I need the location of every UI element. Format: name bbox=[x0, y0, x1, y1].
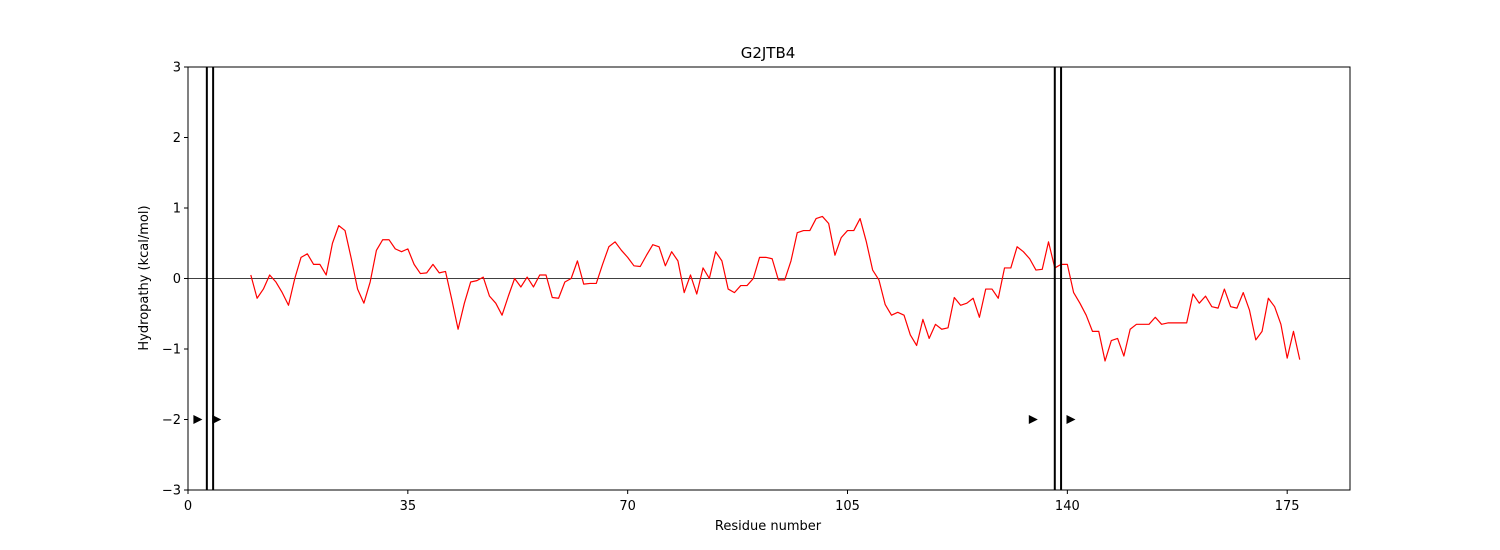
markers-layer bbox=[193, 415, 1076, 424]
vertical-lines-layer bbox=[205, 67, 1063, 490]
x-tick-label: 70 bbox=[619, 499, 636, 514]
x-tick-label: 105 bbox=[835, 499, 860, 514]
hydropathy-series-line bbox=[250, 215, 1301, 362]
triangle-marker bbox=[193, 415, 203, 424]
x-tick-label: 0 bbox=[184, 499, 192, 514]
triangle-marker bbox=[1028, 415, 1038, 424]
x-axis-title: Residue number bbox=[715, 519, 822, 534]
y-tick-label: −3 bbox=[162, 484, 181, 499]
x-tick-label: 140 bbox=[1055, 499, 1080, 514]
x-axis-ticks: 0 35 70 105 140 175 bbox=[184, 490, 1300, 514]
y-tick-label: 3 bbox=[173, 61, 181, 76]
y-axis-title: Hydropathy (kcal/mol) bbox=[137, 205, 152, 350]
y-tick-label: 0 bbox=[173, 272, 181, 287]
y-axis-ticks: −3 −2 −1 0 1 2 3 bbox=[162, 61, 188, 499]
y-tick-label: −1 bbox=[162, 343, 181, 358]
y-tick-label: 2 bbox=[173, 131, 181, 146]
y-tick-label: −2 bbox=[162, 413, 181, 428]
chart-title: G2JTB4 bbox=[741, 44, 796, 62]
series-layer bbox=[250, 215, 1301, 362]
x-tick-label: 175 bbox=[1275, 499, 1300, 514]
y-tick-label: 1 bbox=[173, 202, 181, 217]
triangle-marker bbox=[212, 415, 222, 424]
triangle-marker bbox=[1066, 415, 1076, 424]
x-tick-label: 35 bbox=[400, 499, 417, 514]
